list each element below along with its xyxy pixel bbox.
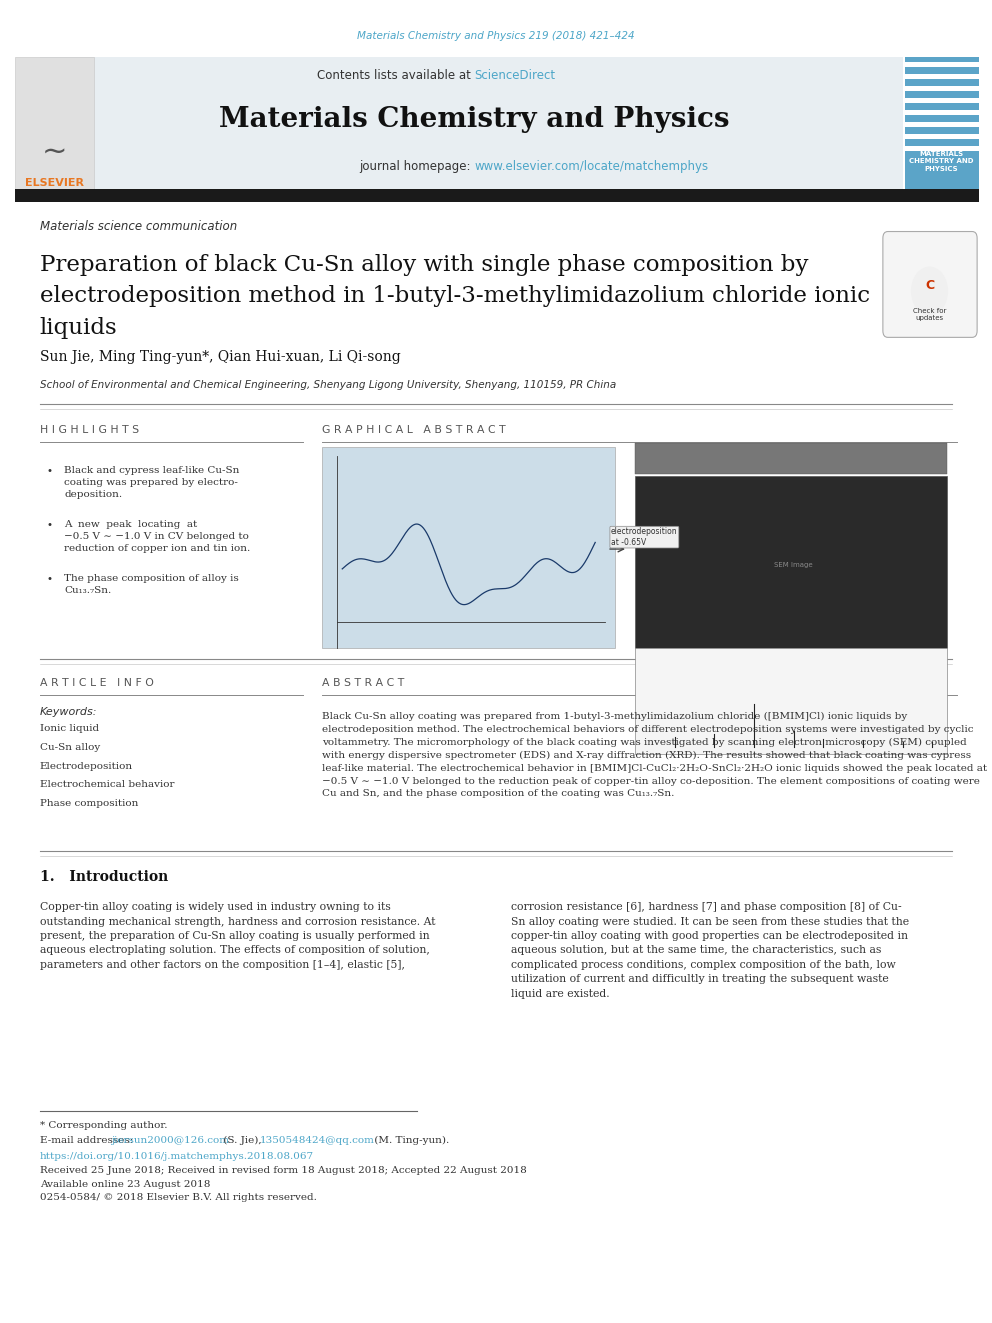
Text: A  new  peak  locating  at
−0.5 V ∼ −1.0 V in CV belonged to
reduction of copper: A new peak locating at −0.5 V ∼ −1.0 V i… xyxy=(64,520,251,553)
FancyBboxPatch shape xyxy=(883,232,977,337)
Text: MATERIALS
CHEMISTRY AND
PHYSICS: MATERIALS CHEMISTRY AND PHYSICS xyxy=(909,151,974,172)
Text: Keywords:: Keywords: xyxy=(40,706,97,717)
Text: Materials Chemistry and Physics 219 (2018) 421–424: Materials Chemistry and Physics 219 (201… xyxy=(357,30,635,41)
Text: Cu-Sn alloy: Cu-Sn alloy xyxy=(40,744,100,751)
Text: Phase composition: Phase composition xyxy=(40,799,138,807)
Circle shape xyxy=(912,267,947,315)
Bar xyxy=(905,110,979,115)
Text: Received 25 June 2018; Received in revised form 18 August 2018; Accepted 22 Augu: Received 25 June 2018; Received in revis… xyxy=(40,1167,527,1175)
Text: (S. Jie),: (S. Jie), xyxy=(220,1136,265,1144)
Text: SEM Image: SEM Image xyxy=(775,562,812,568)
Bar xyxy=(905,86,979,91)
Bar xyxy=(905,74,979,79)
Text: ScienceDirect: ScienceDirect xyxy=(474,69,556,82)
Text: Preparation of black Cu-Sn alloy with single phase composition by: Preparation of black Cu-Sn alloy with si… xyxy=(40,254,808,275)
Bar xyxy=(322,447,615,648)
Text: Electrodeposition: Electrodeposition xyxy=(40,762,133,770)
Text: liquids: liquids xyxy=(40,318,117,339)
Text: H I G H L I G H T S: H I G H L I G H T S xyxy=(40,425,139,435)
Text: 1.   Introduction: 1. Introduction xyxy=(40,871,168,884)
Text: Black Cu-Sn alloy coating was prepared from 1-butyl-3-methylimidazolium chloride: Black Cu-Sn alloy coating was prepared f… xyxy=(322,712,987,798)
Bar xyxy=(905,98,979,103)
Text: electrodeposition method in 1-butyl-3-methylimidazolium chloride ionic: electrodeposition method in 1-butyl-3-me… xyxy=(40,286,870,307)
Text: 0254-0584/ © 2018 Elsevier B.V. All rights reserved.: 0254-0584/ © 2018 Elsevier B.V. All righ… xyxy=(40,1193,316,1201)
Bar xyxy=(905,146,979,151)
Text: (M. Ting-yun).: (M. Ting-yun). xyxy=(371,1136,449,1144)
Text: C: C xyxy=(925,279,934,292)
Bar xyxy=(635,443,947,474)
Text: journal homepage:: journal homepage: xyxy=(359,160,474,173)
Bar xyxy=(635,476,947,648)
Bar xyxy=(15,189,979,202)
Bar xyxy=(905,62,979,67)
Text: E-mail addresses:: E-mail addresses: xyxy=(40,1136,136,1144)
Bar xyxy=(905,57,979,189)
Text: Materials science communication: Materials science communication xyxy=(40,220,237,233)
Bar xyxy=(905,122,979,127)
Text: Available online 23 August 2018: Available online 23 August 2018 xyxy=(40,1180,210,1188)
Text: Check for
updates: Check for updates xyxy=(913,308,946,321)
Text: A B S T R A C T: A B S T R A C T xyxy=(322,677,405,688)
Text: The phase composition of alloy is
Cu₁₃.₇Sn.: The phase composition of alloy is Cu₁₃.₇… xyxy=(64,574,239,595)
Text: School of Environmental and Chemical Engineering, Shenyang Ligong University, Sh: School of Environmental and Chemical Eng… xyxy=(40,380,616,390)
Text: Sun Jie, Ming Ting-yun*, Qian Hui-xuan, Li Qi-song: Sun Jie, Ming Ting-yun*, Qian Hui-xuan, … xyxy=(40,351,401,364)
Bar xyxy=(905,134,979,139)
Bar xyxy=(635,648,947,754)
Bar xyxy=(15,57,94,189)
Text: A R T I C L E   I N F O: A R T I C L E I N F O xyxy=(40,677,154,688)
Text: Copper-tin alloy coating is widely used in industry owning to its
outstanding me: Copper-tin alloy coating is widely used … xyxy=(40,902,435,970)
Text: https://doi.org/10.1016/j.matchemphys.2018.08.067: https://doi.org/10.1016/j.matchemphys.20… xyxy=(40,1152,313,1160)
Text: corrosion resistance [6], hardness [7] and phase composition [8] of Cu-
Sn alloy: corrosion resistance [6], hardness [7] a… xyxy=(511,902,909,999)
Text: Black and cypress leaf-like Cu-Sn
coating was prepared by electro-
deposition.: Black and cypress leaf-like Cu-Sn coatin… xyxy=(64,466,240,499)
Text: Electrochemical behavior: Electrochemical behavior xyxy=(40,781,175,789)
Text: •: • xyxy=(47,574,53,585)
Text: ~: ~ xyxy=(42,138,67,167)
Text: Ionic liquid: Ionic liquid xyxy=(40,725,99,733)
Text: •: • xyxy=(47,466,53,476)
Text: * Corresponding author.: * Corresponding author. xyxy=(40,1122,168,1130)
Text: 1350548424@qq.com: 1350548424@qq.com xyxy=(260,1136,375,1144)
Text: G R A P H I C A L   A B S T R A C T: G R A P H I C A L A B S T R A C T xyxy=(322,425,506,435)
Text: www.elsevier.com/locate/matchemphys: www.elsevier.com/locate/matchemphys xyxy=(474,160,708,173)
Text: electrodeposition
at -0.65V: electrodeposition at -0.65V xyxy=(611,528,678,546)
Text: Contents lists available at: Contents lists available at xyxy=(316,69,474,82)
Bar xyxy=(40,57,903,189)
Text: ELSEVIER: ELSEVIER xyxy=(25,177,84,188)
Text: •: • xyxy=(47,520,53,531)
Text: jiersun2000@126.com: jiersun2000@126.com xyxy=(111,1136,229,1144)
Text: Materials Chemistry and Physics: Materials Chemistry and Physics xyxy=(219,106,729,132)
